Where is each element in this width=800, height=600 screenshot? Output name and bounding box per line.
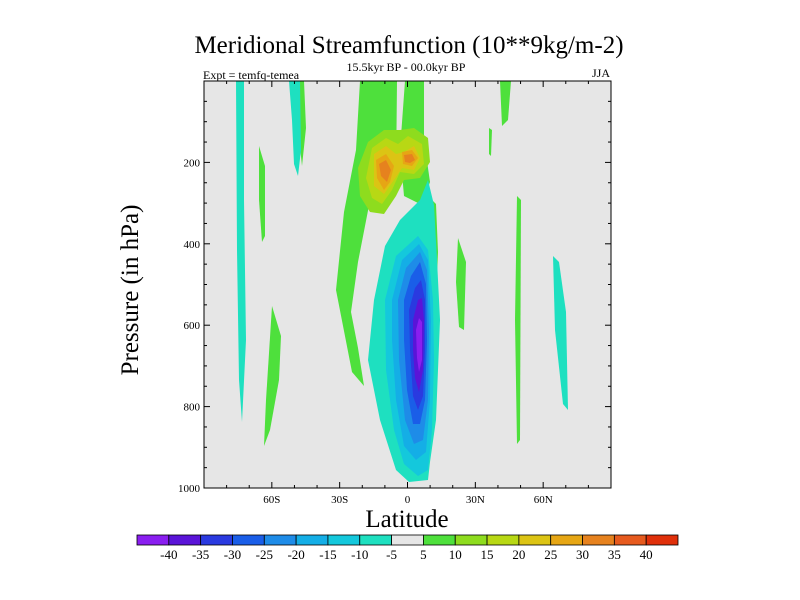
colorbar: -40 -35 -30 -25 -20 -15 -10 -5 5 10 15 20 25 30 35 40 bbox=[136, 534, 679, 562]
colorbar-label: -15 bbox=[319, 547, 336, 562]
colorbar-swatch bbox=[613, 534, 647, 546]
y-tick-label: 1000 bbox=[178, 483, 201, 495]
negative-cell bbox=[385, 236, 434, 476]
colorbar-label: 20 bbox=[512, 547, 525, 562]
y-tick-label: 400 bbox=[184, 239, 201, 251]
y-axis-ticks: 200 400 600 800 1000 bbox=[178, 80, 611, 495]
y-tick-label: 600 bbox=[184, 320, 201, 332]
x-tick-label: 30S bbox=[331, 494, 348, 506]
colorbar-swatch bbox=[136, 534, 170, 546]
colorbar-label: -5 bbox=[386, 547, 397, 562]
colorbar-swatch bbox=[359, 534, 392, 546]
colorbar-swatch bbox=[582, 534, 615, 546]
colorbar-swatch bbox=[486, 534, 520, 546]
colorbar-label: 5 bbox=[420, 547, 427, 562]
chart-title: Meridional Streamfunction (10**9kg/m-2) bbox=[194, 32, 623, 59]
colorbar-label: -40 bbox=[160, 547, 177, 562]
experiment-label: Expt = temfq-temea bbox=[203, 68, 300, 82]
x-axis-ticks: 60S 30S 0 30N 60N bbox=[203, 81, 612, 506]
colorbar-swatch bbox=[200, 534, 233, 546]
colorbar-label: -30 bbox=[224, 547, 241, 562]
colorbar-swatch bbox=[168, 534, 202, 546]
colorbar-swatch bbox=[327, 534, 361, 546]
x-tick-label: 60N bbox=[534, 494, 553, 506]
colorbar-swatch bbox=[295, 534, 329, 546]
colorbar-label: -20 bbox=[287, 547, 304, 562]
x-tick-label: 30N bbox=[466, 494, 485, 506]
colorbar-label: -25 bbox=[256, 547, 273, 562]
colorbar-label: 25 bbox=[544, 547, 557, 562]
x-axis-label: Latitude bbox=[365, 506, 448, 533]
colorbar-swatch bbox=[391, 534, 424, 546]
colorbar-swatch bbox=[232, 534, 265, 546]
x-tick-label: 60S bbox=[263, 494, 280, 506]
y-tick-label: 800 bbox=[184, 402, 201, 414]
season-label: JJA bbox=[592, 66, 610, 80]
y-tick-label: 200 bbox=[184, 157, 201, 169]
colorbar-swatch bbox=[423, 534, 456, 546]
plot-area: 60S 30S 0 30N 60N 200 400 600 800 1000 bbox=[178, 80, 612, 506]
x-tick-label: 0 bbox=[405, 494, 411, 506]
colorbar-label: -10 bbox=[351, 547, 368, 562]
y-axis-label: Pressure (in hPa) bbox=[117, 205, 144, 376]
colorbar-label: 35 bbox=[608, 547, 621, 562]
colorbar-swatch bbox=[454, 534, 488, 546]
positive-cell bbox=[358, 128, 430, 214]
colorbar-label: 40 bbox=[640, 547, 653, 562]
colorbar-swatch bbox=[518, 534, 552, 546]
colorbar-swatch bbox=[263, 534, 297, 546]
colorbar-label: 15 bbox=[481, 547, 494, 562]
colorbar-swatch bbox=[645, 534, 679, 546]
colorbar-label: -35 bbox=[192, 547, 209, 562]
chart-subtitle: 15.5kyr BP - 00.0kyr BP bbox=[347, 60, 466, 74]
colorbar-swatch bbox=[550, 534, 583, 546]
colorbar-label: 10 bbox=[449, 547, 462, 562]
colorbar-label: 30 bbox=[576, 547, 589, 562]
